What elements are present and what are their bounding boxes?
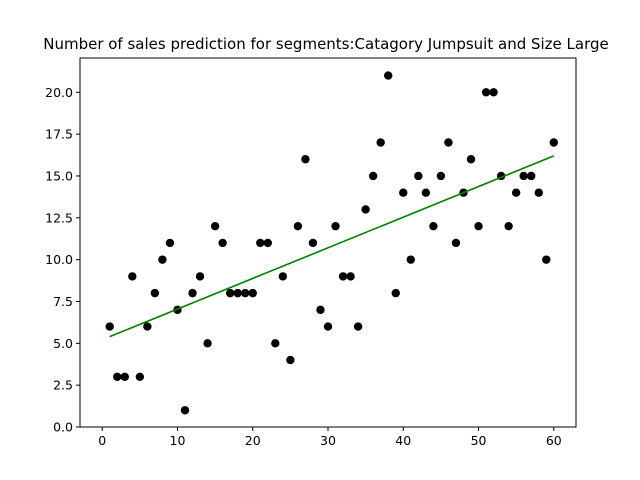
data-point <box>158 255 167 264</box>
data-point <box>444 138 453 147</box>
trend-line <box>109 155 555 338</box>
data-point <box>542 255 551 264</box>
x-tick-label: 20 <box>245 433 261 448</box>
x-tick-label: 10 <box>170 433 186 448</box>
y-tick-label: 20.0 <box>45 85 73 100</box>
data-point <box>504 221 513 231</box>
data-point <box>399 188 408 197</box>
y-tick-label: 7.5 <box>53 294 73 309</box>
data-point <box>421 188 431 197</box>
data-point <box>414 171 423 181</box>
chart-title: Number of sales prediction for segments:… <box>43 35 609 53</box>
data-point <box>338 272 348 281</box>
data-point <box>527 171 536 181</box>
data-point <box>346 272 355 281</box>
data-point <box>308 238 318 248</box>
data-point <box>278 272 288 281</box>
data-point <box>256 238 265 248</box>
data-point <box>135 372 145 381</box>
data-point <box>150 288 160 298</box>
data-point <box>361 205 370 214</box>
data-point <box>481 88 491 97</box>
data-point <box>489 88 498 97</box>
y-tick-label: 0.0 <box>53 420 73 435</box>
data-point <box>188 288 197 298</box>
data-point <box>120 372 129 381</box>
y-tick-label: 5.0 <box>53 336 73 351</box>
x-tick-label: 60 <box>546 433 562 448</box>
x-tick-label: 40 <box>395 433 411 448</box>
data-point <box>203 339 212 348</box>
data-point <box>248 288 257 298</box>
x-tick-label: 50 <box>471 433 487 448</box>
y-tick-label: 12.5 <box>45 210 73 225</box>
data-point <box>165 238 175 248</box>
data-point <box>105 322 114 331</box>
data-point <box>353 322 363 331</box>
axes-frame <box>79 57 577 428</box>
data-point <box>271 339 280 348</box>
x-tick-label: 0 <box>98 433 106 448</box>
data-point <box>301 155 310 164</box>
data-point <box>210 221 220 231</box>
data-point <box>233 288 242 298</box>
data-point <box>511 188 521 197</box>
data-point <box>384 71 393 80</box>
data-point <box>406 255 415 264</box>
x-tick-label: 30 <box>320 433 336 448</box>
data-point <box>549 138 558 147</box>
data-point <box>286 355 295 365</box>
data-point <box>241 288 250 298</box>
data-point <box>263 238 272 248</box>
y-tick-label: 17.5 <box>45 127 73 142</box>
data-point <box>429 221 438 231</box>
data-point <box>519 171 528 181</box>
data-point <box>113 372 122 381</box>
data-point <box>331 221 340 231</box>
data-point <box>323 322 333 331</box>
data-point <box>368 171 378 181</box>
data-point <box>218 238 227 248</box>
data-point <box>466 155 476 164</box>
y-tick-label: 10.0 <box>45 252 73 267</box>
data-point <box>128 272 137 281</box>
y-tick-label: 2.5 <box>53 378 73 393</box>
data-point <box>391 288 400 298</box>
y-tick-label: 15.0 <box>45 168 73 183</box>
data-point <box>316 305 325 315</box>
data-point <box>225 288 235 298</box>
data-point <box>474 221 483 231</box>
data-point <box>180 406 190 415</box>
data-point <box>436 171 446 181</box>
data-point <box>293 221 303 231</box>
plot-area: 0 10 20 30 40 50 60 0.0 2.5 5.0 7.5 10.0 12.5 15.0 17.… <box>45 57 577 448</box>
data-point <box>534 188 543 197</box>
data-point <box>195 272 205 281</box>
data-point <box>376 138 385 147</box>
data-point <box>451 238 461 248</box>
data-point <box>143 322 152 331</box>
